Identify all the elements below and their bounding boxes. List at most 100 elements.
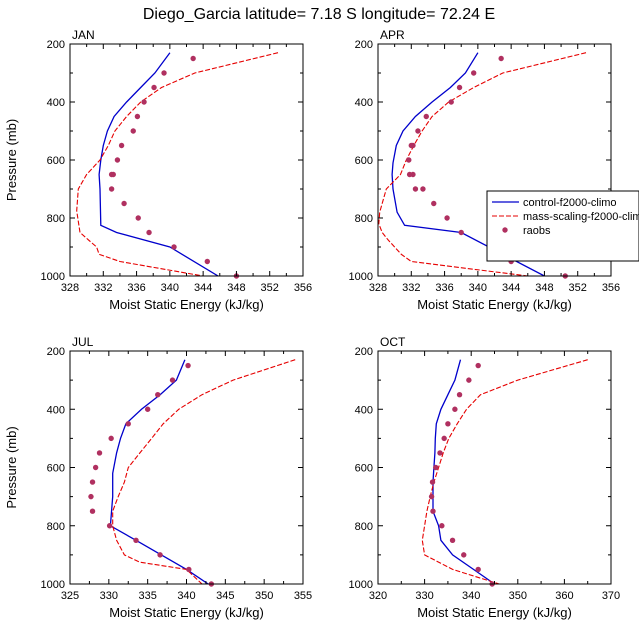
series-line-mass-scaling (112, 359, 296, 584)
y-tick-label: 400 (355, 404, 373, 416)
legend-label: mass-scaling-f2000-climo (523, 211, 639, 223)
y-tick-label: 400 (355, 97, 373, 109)
figure-title: Diego_Garcia latitude= 7.18 S longitude=… (143, 6, 495, 23)
data-point (428, 493, 435, 500)
data-point (444, 215, 450, 221)
data-point (466, 377, 472, 383)
panel-title: JAN (72, 28, 95, 42)
data-point (452, 406, 458, 412)
x-tick-label: 344 (502, 282, 520, 294)
x-tick-label: 328 (369, 282, 387, 294)
x-tick-label: 335 (138, 590, 156, 602)
x-tick-label: 332 (94, 282, 112, 294)
x-tick-label: 350 (509, 590, 527, 602)
x-tick-label: 356 (602, 282, 620, 294)
data-point (470, 70, 477, 76)
data-point (169, 377, 176, 383)
series-line-control (432, 359, 495, 584)
y-tick-label: 800 (355, 521, 373, 533)
x-tick-label: 360 (555, 590, 573, 602)
x-tick-label: 332 (402, 282, 420, 294)
data-point (408, 142, 414, 149)
data-point (461, 552, 467, 558)
data-point (108, 171, 115, 178)
y-tick-label: 600 (47, 463, 65, 475)
x-tick-label: 356 (294, 282, 312, 294)
data-point (415, 128, 421, 134)
data-point (406, 157, 412, 163)
data-point (190, 55, 196, 62)
y-tick-label: 600 (47, 155, 65, 167)
x-tick-label: 340 (161, 282, 179, 294)
data-point (157, 552, 163, 558)
series-raobs (406, 55, 568, 279)
series-line-mass-scaling (76, 52, 279, 276)
data-point (475, 566, 481, 573)
y-axis-label: Pressure (mb) (4, 426, 19, 508)
data-point (171, 244, 177, 250)
y-tick-label: 200 (47, 346, 65, 358)
plot-frame (69, 43, 304, 277)
x-tick-label: 352 (261, 282, 279, 294)
data-point (412, 186, 419, 192)
legend-box (486, 190, 639, 262)
data-point (144, 406, 151, 412)
series-line-mass-scaling (378, 52, 587, 276)
data-point (433, 464, 439, 471)
x-tick-label: 355 (294, 590, 312, 602)
data-point (430, 508, 436, 514)
legend: control-f2000-climo mass-scaling-f2000-cl… (486, 190, 639, 262)
data-point (458, 229, 464, 236)
x-tick-label: 370 (602, 590, 620, 602)
data-point (448, 99, 454, 105)
y-tick-label: 200 (47, 39, 65, 51)
data-point (456, 391, 463, 398)
panel-title: JUL (72, 335, 94, 349)
data-point (431, 200, 437, 207)
data-point (114, 157, 121, 163)
y-tick-label: 200 (355, 39, 373, 51)
data-point (135, 215, 141, 221)
data-point (449, 537, 456, 544)
x-tick-label: 340 (462, 590, 480, 602)
data-point (151, 84, 157, 91)
x-tick-label: 336 (127, 282, 145, 294)
x-tick-label: 320 (369, 590, 387, 602)
x-tick-label: 350 (255, 590, 273, 602)
x-tick-label: 340 (469, 282, 487, 294)
data-point (420, 186, 426, 192)
y-tick-label: 800 (47, 213, 65, 225)
y-tick-label: 600 (355, 463, 373, 475)
data-point (445, 421, 451, 427)
y-tick-label: 600 (355, 155, 373, 167)
x-tick-label: 330 (415, 590, 433, 602)
data-point (108, 186, 115, 192)
y-tick-label: 800 (47, 521, 65, 533)
data-point (185, 362, 191, 369)
data-point (118, 142, 125, 149)
series-raobs (88, 362, 215, 587)
data-point (125, 421, 131, 427)
plot-frame (69, 350, 304, 585)
legend-swatch-raobs (502, 227, 508, 233)
data-point (456, 84, 463, 91)
series-line-control (391, 52, 545, 276)
data-point (204, 258, 211, 265)
x-tick-label: 344 (194, 282, 212, 294)
chart-jul: 325 330 335 340 345 350 355 200 400 600 800 1000 JUL… (4, 335, 312, 620)
data-point (141, 99, 147, 105)
data-point (106, 523, 113, 529)
data-point (441, 435, 447, 442)
x-axis-label: Moist Static Energy (kJ/kg) (417, 605, 572, 620)
data-point (108, 435, 114, 442)
y-tick-label: 1000 (41, 579, 65, 591)
data-point (89, 508, 96, 514)
data-point (130, 128, 136, 134)
chart-apr: 328 332 336 340 344 348 352 356 200 400 600 800 1000… (349, 28, 621, 312)
x-axis-label: Moist Static Energy (kJ/kg) (109, 297, 264, 312)
chart-oct: 320 330 340 350 360 370 200 400 600 800 1000 OCT Moi… (349, 335, 621, 620)
plot-frame (377, 350, 612, 585)
panel-title: APR (380, 28, 405, 42)
data-point (498, 55, 504, 62)
